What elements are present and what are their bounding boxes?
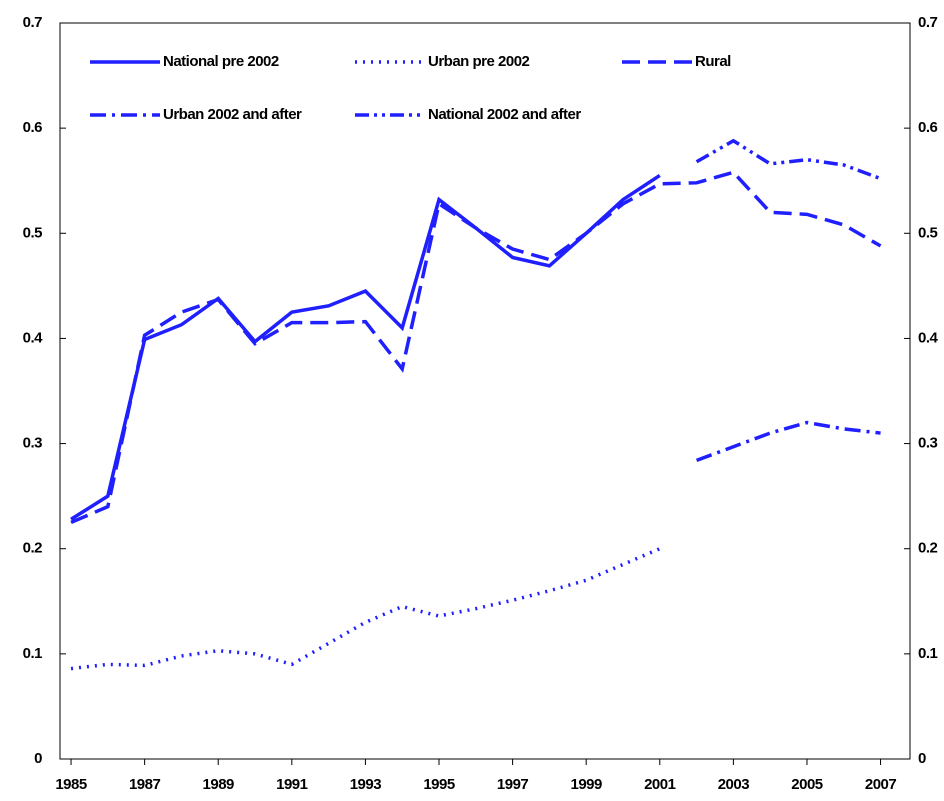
x-tick-label: 2003 <box>718 776 750 793</box>
y2-tick-label: 0 <box>918 750 926 767</box>
x-tick-label: 2007 <box>865 776 897 793</box>
x-tick-label: 1995 <box>423 776 455 793</box>
y2-tick-label: 0.1 <box>918 645 938 662</box>
x-tick-label: 1999 <box>571 776 603 793</box>
y-tick-label: 0.7 <box>23 14 43 31</box>
y-tick-label: 0.5 <box>23 224 43 241</box>
y2-tick-label: 0.3 <box>918 435 938 452</box>
x-tick-label: 1997 <box>497 776 529 793</box>
y2-tick-label: 0.7 <box>918 14 938 31</box>
x-tick-label: 2005 <box>791 776 823 793</box>
y2-tick-label: 0.2 <box>918 540 938 557</box>
series-line <box>695 420 881 463</box>
y2-tick-label: 0.4 <box>918 329 939 346</box>
legend-label: Urban pre 2002 <box>428 53 530 70</box>
legend-label: National 2002 and after <box>428 106 581 123</box>
legend-label: Urban 2002 and after <box>163 106 302 123</box>
series-line <box>70 173 661 521</box>
plot-frame <box>59 22 911 760</box>
x-tick-label: 1989 <box>203 776 235 793</box>
series-line <box>695 138 882 181</box>
x-tick-label: 1987 <box>129 776 161 793</box>
legend-label: Rural <box>695 53 731 70</box>
y2-tick-label: 0.5 <box>918 224 938 241</box>
x-tick-label: 1993 <box>350 776 382 793</box>
y-tick-label: 0.4 <box>23 329 44 346</box>
y-tick-label: 0.2 <box>23 540 43 557</box>
legend-label: National pre 2002 <box>163 53 279 70</box>
x-tick-label: 2001 <box>644 776 676 793</box>
y-tick-label: 0.1 <box>23 645 43 662</box>
y-tick-label: 0 <box>34 750 42 767</box>
x-tick-label: 1991 <box>276 776 308 793</box>
x-tick-label: 1985 <box>55 776 87 793</box>
y-tick-label: 0.3 <box>23 435 43 452</box>
y2-tick-label: 0.6 <box>918 119 938 136</box>
y-tick-label: 0.6 <box>23 119 43 136</box>
series-line <box>70 170 882 525</box>
series-line <box>70 547 661 671</box>
